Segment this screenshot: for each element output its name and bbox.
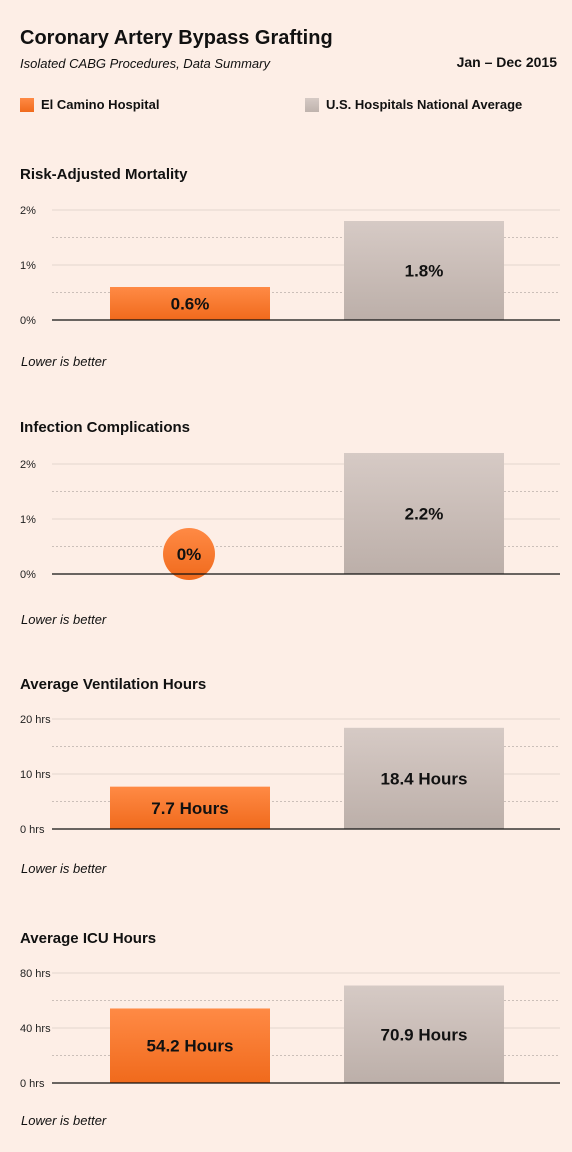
bar-national-average	[344, 985, 504, 1083]
y-tick-label: 0%	[20, 569, 36, 581]
y-tick-label: 20 hrs	[20, 714, 51, 726]
mortality-chart: 0% 1% 2% 0.6% 1.8%	[20, 205, 560, 327]
infection-chart: 0% 1% 2% 0% 2.2%	[20, 453, 560, 581]
data-label: 2.2%	[405, 505, 444, 524]
data-label: 1.8%	[405, 262, 444, 281]
legend-label: El Camino Hospital	[41, 97, 160, 112]
section-title-ventilation: Average Ventilation Hours	[20, 676, 207, 693]
y-tick-label: 2%	[20, 205, 36, 217]
bar-el-camino	[110, 786, 270, 829]
icu-chart: 0 hrs 40 hrs 80 hrs 54.2 Hours 70.9 Hours	[20, 968, 560, 1090]
section-title-icu: Average ICU Hours	[20, 930, 157, 947]
data-label: 54.2 Hours	[147, 1037, 234, 1056]
section-title-infection: Infection Complications	[20, 419, 191, 436]
bar-national-average	[344, 727, 504, 829]
y-tick-label: 0 hrs	[20, 1078, 45, 1090]
ventilation-chart: 0 hrs 10 hrs 20 hrs 7.7 Hours 18.4 Hours	[20, 714, 560, 836]
data-label: 7.7 Hours	[151, 799, 228, 818]
legend-item-el-camino: El Camino Hospital	[20, 97, 159, 112]
y-tick-label: 80 hrs	[20, 968, 51, 980]
y-tick-label: 1%	[20, 514, 36, 526]
data-label: 0.6%	[171, 295, 210, 314]
y-tick-label: 40 hrs	[20, 1023, 51, 1035]
data-label: 0%	[177, 545, 202, 564]
y-tick-label: 1%	[20, 260, 36, 272]
data-label: 18.4 Hours	[381, 769, 468, 788]
y-tick-label: 0 hrs	[20, 824, 45, 836]
date-range: Jan – Dec 2015	[456, 54, 557, 70]
note-infection: Lower is better	[21, 612, 107, 627]
bar-national-average	[344, 453, 504, 574]
note-icu: Lower is better	[21, 1113, 107, 1128]
page-title: Coronary Artery Bypass Grafting	[20, 27, 333, 49]
page-subtitle: Isolated CABG Procedures, Data Summary	[20, 56, 270, 71]
bar-el-camino	[110, 1008, 270, 1083]
bar-el-camino	[163, 528, 215, 580]
section-title-mortality: Risk-Adjusted Mortality	[20, 166, 188, 183]
bar-el-camino	[110, 287, 270, 320]
y-tick-label: 10 hrs	[20, 769, 51, 781]
legend-swatch-gray	[305, 97, 319, 112]
bar-national-average	[344, 221, 504, 320]
legend-label: U.S. Hospitals National Average	[326, 97, 523, 112]
note-mortality: Lower is better	[21, 354, 107, 369]
data-label: 70.9 Hours	[381, 1025, 468, 1044]
note-ventilation: Lower is better	[21, 861, 107, 876]
y-tick-label: 0%	[20, 315, 36, 327]
legend-swatch-orange	[20, 97, 34, 112]
y-tick-label: 2%	[20, 459, 36, 471]
legend-item-national-average: U.S. Hospitals National Average	[305, 97, 522, 112]
